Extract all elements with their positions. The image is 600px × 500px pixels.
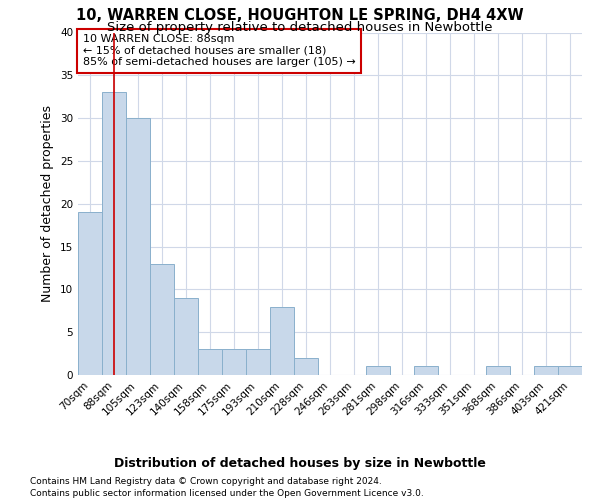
Bar [558, 366, 582, 375]
Bar [150, 264, 174, 375]
Bar [246, 350, 270, 375]
Y-axis label: Number of detached properties: Number of detached properties [41, 106, 55, 302]
Bar [198, 350, 222, 375]
Bar [486, 366, 510, 375]
Bar [270, 306, 294, 375]
Bar [534, 366, 558, 375]
Bar [222, 350, 246, 375]
Bar [126, 118, 150, 375]
Text: 10, WARREN CLOSE, HOUGHTON LE SPRING, DH4 4XW: 10, WARREN CLOSE, HOUGHTON LE SPRING, DH… [76, 8, 524, 22]
Bar [414, 366, 438, 375]
Text: Contains HM Land Registry data © Crown copyright and database right 2024.: Contains HM Land Registry data © Crown c… [30, 478, 382, 486]
Bar [78, 212, 102, 375]
Text: Contains public sector information licensed under the Open Government Licence v3: Contains public sector information licen… [30, 489, 424, 498]
Text: Distribution of detached houses by size in Newbottle: Distribution of detached houses by size … [114, 458, 486, 470]
Text: Size of property relative to detached houses in Newbottle: Size of property relative to detached ho… [107, 21, 493, 34]
Bar [174, 298, 198, 375]
Bar [366, 366, 390, 375]
Bar [102, 92, 126, 375]
Bar [294, 358, 318, 375]
Text: 10 WARREN CLOSE: 88sqm
← 15% of detached houses are smaller (18)
85% of semi-det: 10 WARREN CLOSE: 88sqm ← 15% of detached… [83, 34, 356, 68]
